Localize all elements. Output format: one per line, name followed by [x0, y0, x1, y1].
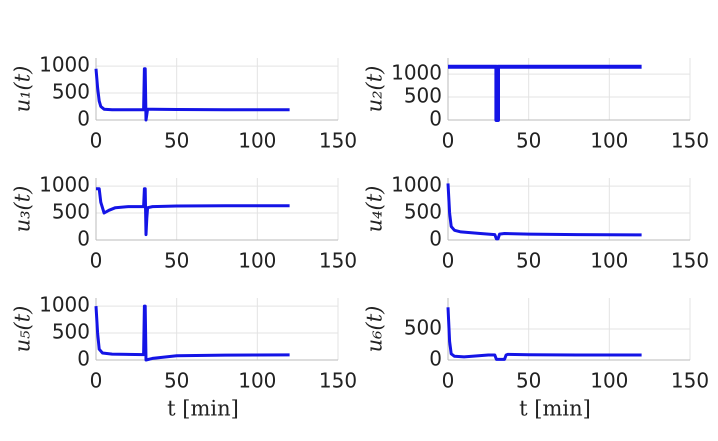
x-tick-label: 50	[164, 129, 189, 153]
x-tick-label: 150	[319, 369, 357, 393]
x-tick-label: 150	[671, 369, 709, 393]
y-tick-label: 0	[77, 347, 90, 371]
data-line	[448, 64, 642, 122]
y-axis-label: u₆(t)	[363, 306, 387, 353]
x-tick-label: 50	[516, 129, 541, 153]
data-line	[94, 304, 290, 362]
y-tick-label: 0	[429, 347, 442, 371]
x-axis-label: t [min]	[519, 397, 591, 421]
x-tick-label: 150	[319, 129, 357, 153]
x-tick-label: 0	[442, 129, 455, 153]
y-tick-label: 1000	[39, 53, 90, 77]
x-tick-label: 100	[238, 129, 276, 153]
y-tick-label: 1000	[391, 61, 442, 85]
y-tick-label: 500	[52, 200, 90, 224]
y-tick-label: 500	[404, 316, 442, 340]
y-tick-label: 0	[77, 227, 90, 251]
x-tick-label: 50	[516, 369, 541, 393]
y-axis-label: u₂(t)	[363, 66, 387, 113]
x-tick-label: 100	[590, 249, 628, 273]
y-tick-label: 500	[404, 200, 442, 224]
y-axis-label: u₄(t)	[363, 186, 387, 233]
data-line	[446, 183, 642, 241]
x-tick-label: 100	[238, 369, 276, 393]
y-axis-label: u₅(t)	[11, 306, 35, 353]
x-tick-label: 0	[90, 249, 103, 273]
y-tick-label: 1000	[39, 293, 90, 317]
x-tick-label: 150	[671, 249, 709, 273]
y-tick-label: 500	[52, 80, 90, 104]
x-tick-label: 50	[516, 249, 541, 273]
x-tick-label: 0	[442, 369, 455, 393]
x-tick-label: 150	[319, 249, 357, 273]
y-tick-label: 0	[429, 107, 442, 131]
data-line	[446, 307, 642, 361]
x-tick-label: 150	[671, 129, 709, 153]
y-tick-label: 0	[77, 107, 90, 131]
y-tick-label: 500	[404, 84, 442, 108]
y-tick-label: 1000	[39, 173, 90, 197]
y-tick-label: 500	[52, 320, 90, 344]
x-tick-label: 50	[164, 369, 189, 393]
data-line	[94, 67, 290, 122]
x-tick-label: 0	[90, 369, 103, 393]
x-tick-label: 0	[90, 129, 103, 153]
data-line	[96, 187, 290, 237]
x-tick-label: 50	[164, 249, 189, 273]
y-tick-label: 0	[429, 227, 442, 251]
x-tick-label: 100	[590, 369, 628, 393]
x-axis-label: t [min]	[167, 397, 239, 421]
x-tick-label: 100	[238, 249, 276, 273]
y-axis-label: u₃(t)	[11, 186, 35, 233]
x-tick-label: 100	[590, 129, 628, 153]
x-tick-label: 0	[442, 249, 455, 273]
y-tick-label: 1000	[391, 173, 442, 197]
y-axis-label: u₁(t)	[11, 66, 35, 113]
